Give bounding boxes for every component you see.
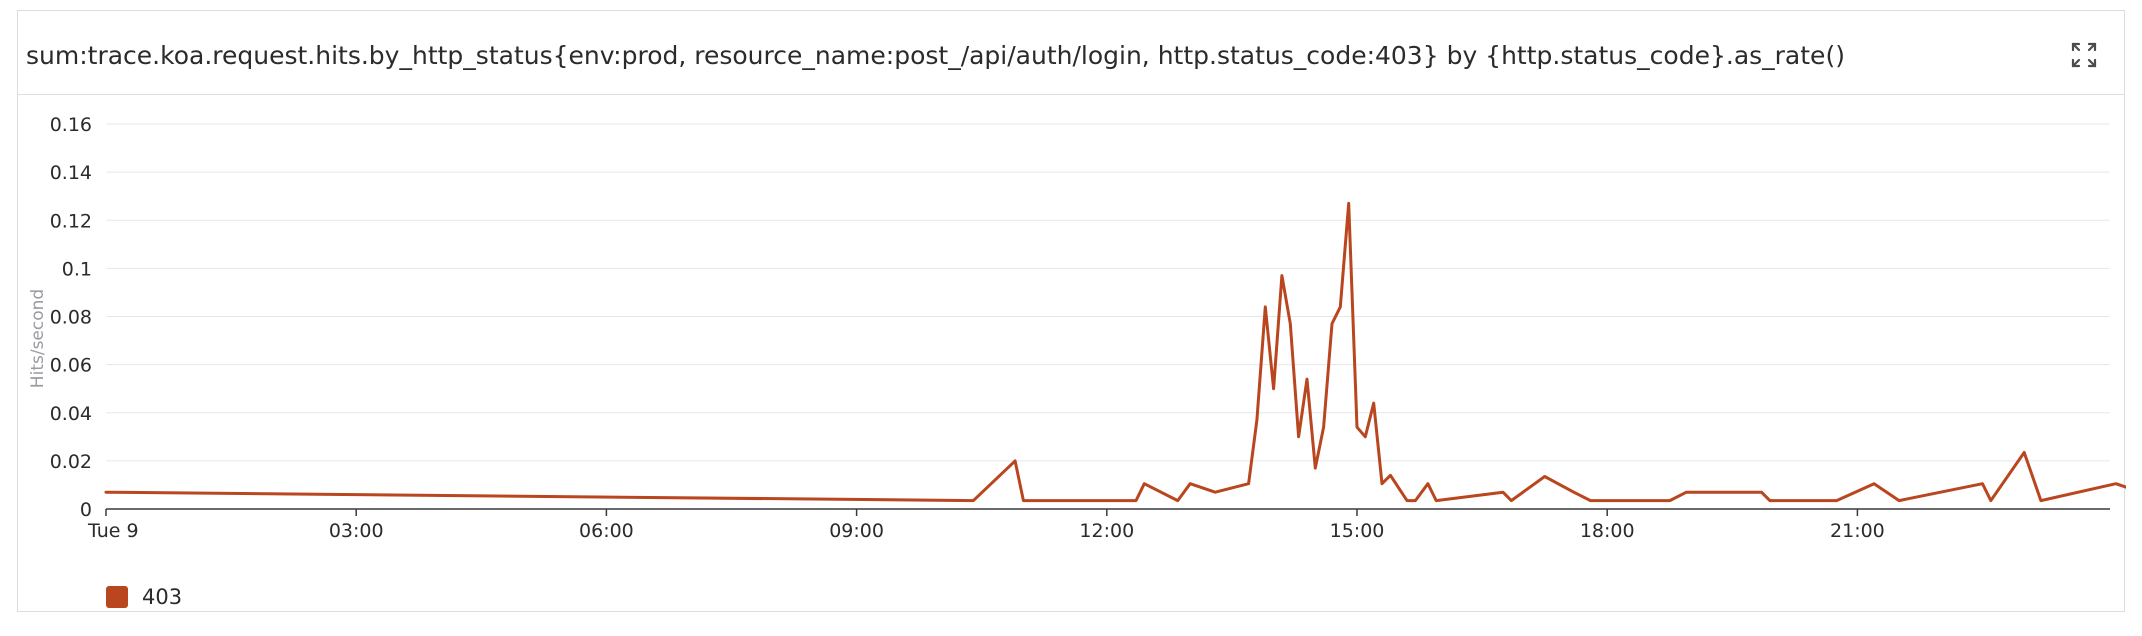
legend-label-403[interactable]: 403 <box>142 585 183 609</box>
y-tick-label: 0.06 <box>50 355 92 377</box>
y-tick-label: 0.02 <box>50 451 92 473</box>
y-tick-label: 0.04 <box>50 403 92 425</box>
y-axis-title: Hits/second <box>28 289 48 388</box>
expand-icon[interactable] <box>2070 41 2098 69</box>
series-line-403 <box>104 201 2126 503</box>
x-tick-label: 09:00 <box>829 520 884 542</box>
line-chart[interactable]: 0 0.02 0.04 0.06 0.08 0.1 0.12 0.14 0.16 Tue 9 03:… <box>18 11 2126 613</box>
y-tick-label: 0 <box>80 499 92 521</box>
x-tick-label: 12:00 <box>1079 520 1134 542</box>
y-tick-label: 0.12 <box>50 210 92 232</box>
widget-header: sum:trace.koa.request.hits.by_http_statu… <box>18 11 2124 95</box>
timeseries-widget: sum:trace.koa.request.hits.by_http_statu… <box>17 10 2126 613</box>
widget-title: sum:trace.koa.request.hits.by_http_statu… <box>26 41 1845 70</box>
y-tick-label: 0.14 <box>50 162 92 184</box>
y-tick-label: 0.16 <box>50 114 92 136</box>
x-tick-label: 18:00 <box>1580 520 1635 542</box>
legend: 403 <box>106 585 182 609</box>
y-tick-label: 0.1 <box>62 258 92 280</box>
x-tick-label: 15:00 <box>1330 520 1385 542</box>
x-tick-label: 21:00 <box>1830 520 1885 542</box>
x-tick-label: 06:00 <box>579 520 634 542</box>
x-tick-label: 03:00 <box>329 520 384 542</box>
x-tick-label: Tue 9 <box>87 520 139 542</box>
y-tick-label: 0.08 <box>50 307 92 329</box>
legend-swatch-403[interactable] <box>106 586 128 608</box>
